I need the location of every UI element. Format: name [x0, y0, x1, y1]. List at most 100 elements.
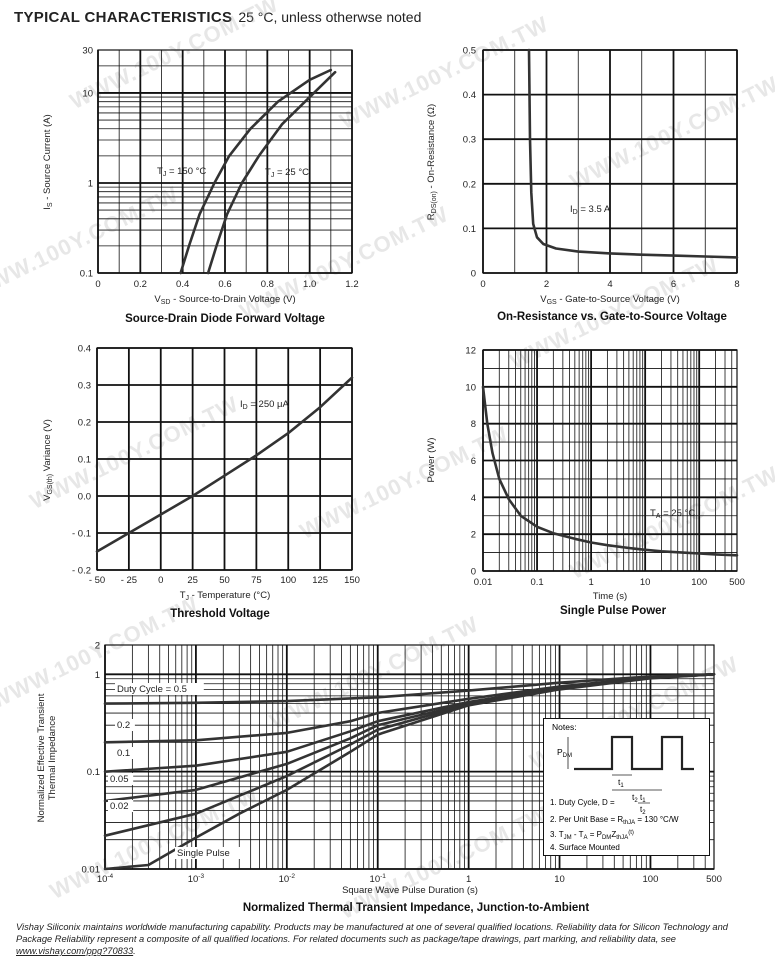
c1-chart-title: Source-Drain Diode Forward Voltage: [125, 313, 325, 325]
c3-xtick-label: 100: [280, 575, 296, 586]
c3-xtick-label: 150: [344, 575, 360, 586]
c1-series-label-150c: TJ = 150 °C: [157, 166, 206, 178]
c5-xtick-label: 10-4: [97, 873, 114, 885]
c4-xtick-label: 100: [691, 577, 707, 588]
c5-series-label-bg: [115, 719, 135, 731]
t2-label: t2: [632, 792, 638, 804]
c2-ytick-label: 0.2: [463, 179, 476, 190]
footer-disclaimer: Vishay Siliconix maintains worldwide man…: [16, 921, 758, 957]
c4-xtick-label: 500: [729, 577, 745, 588]
c5-series-label-bg: [108, 773, 134, 785]
c2-ytick-label: 0: [471, 269, 476, 280]
note-1: 1. Duty Cycle, D =: [550, 798, 615, 807]
c1-series-label-25c: TJ = 25 °C: [265, 167, 309, 179]
c3-xtick-label: 0: [158, 575, 163, 586]
footer-link[interactable]: www.vishay.com/ppg?70833: [16, 946, 134, 956]
c2-xtick-label: 0: [480, 279, 485, 290]
c5-series-label-bg: [175, 847, 243, 859]
c3-xtick-label: 50: [219, 575, 230, 586]
c1-ytick-label: 10: [82, 88, 93, 99]
c3-ytick-label: 0.4: [78, 344, 91, 355]
note-4: 4. Surface Mounted: [550, 843, 620, 852]
c3-ytick-label: 0.2: [78, 418, 91, 429]
section-subtitle: 25 °C, unless otherwse noted: [238, 9, 422, 25]
c5-xtick-label: 10: [554, 874, 565, 885]
c3-x-axis-label: TJ - Temperature (°C): [180, 590, 271, 602]
c4-ytick-label: 4: [471, 493, 476, 504]
note-2: 2. Per Unit Base = RthJA = 130 °C/W: [550, 815, 679, 826]
c5-series-label-bg: [115, 747, 135, 759]
c5-series-label: 0.02: [110, 801, 129, 812]
note-3: 3. TJM - TA = PDMZthJA(t): [550, 830, 634, 841]
c5-xtick-label: 10-3: [188, 873, 205, 885]
c3-ytick-label: - 0.1: [72, 529, 91, 540]
c3-chart-title: Threshold Voltage: [170, 608, 269, 620]
c2-xtick-label: 4: [607, 279, 612, 290]
c4-x-axis-label: Time (s): [593, 591, 627, 602]
section-title: TYPICAL CHARACTERISTICS: [14, 9, 233, 26]
c2-y-axis-label: RDS(on) - On-Resistance (Ω): [426, 104, 438, 220]
c3-xtick-label: - 25: [121, 575, 137, 586]
c2-frame: [482, 49, 738, 274]
c4-xtick-label: 0.1: [530, 577, 543, 588]
c1-xtick-label: 0.8: [261, 279, 274, 290]
c3-frame: [96, 347, 353, 571]
c2-ytick-label: 0.4: [463, 90, 476, 101]
c5-xtick-label: 10-1: [370, 873, 387, 885]
c1-ytick-label: 30: [82, 46, 93, 57]
c5-ytick-label: 1: [95, 670, 100, 681]
c5-xtick-label: 500: [706, 874, 722, 885]
c5-x-axis-label: Square Wave Pulse Duration (s): [342, 885, 478, 896]
c3-xtick-label: 75: [251, 575, 262, 586]
c4-xtick-label: 0.01: [474, 577, 493, 588]
c2-chart-title: On-Resistance vs. Gate-to-Source Voltage: [497, 311, 727, 323]
notes-box: Notes: PDM t1 t2 1. Duty Cycle, D = t1 t…: [543, 718, 710, 856]
c4-series-0: [481, 385, 739, 557]
footer-text: Vishay Siliconix maintains worldwide man…: [16, 922, 728, 944]
c2-annotation: ID = 3.5 A: [570, 204, 611, 216]
c5-series-label-bg: [115, 683, 204, 695]
c3-xtick-label: - 50: [89, 575, 105, 586]
c4-ytick-label: 8: [471, 419, 476, 430]
c2-xtick-label: 6: [671, 279, 676, 290]
note-1-denominator: t2: [640, 805, 646, 816]
c4-y-axis-label: Power (W): [426, 438, 437, 483]
c4-xtick-label: 1: [588, 577, 593, 588]
c1-x-axis-label: VSD - Source-to-Drain Voltage (V): [154, 294, 295, 306]
c5-series-label: Duty Cycle = 0.5: [117, 684, 187, 695]
c1-xtick-label: 0: [95, 279, 100, 290]
c4-ytick-label: 10: [465, 382, 476, 393]
c1-y-axis-label: IS - Source Current (A): [42, 114, 54, 209]
c3-annotation: ID = 250 μA: [240, 399, 289, 411]
c1-series-0: [179, 68, 333, 275]
c2-x-axis-label: VGS - Gate-to-Source Voltage (V): [540, 294, 680, 306]
c2-ytick-label: 0.5: [463, 46, 476, 57]
c5-series-0: [103, 673, 716, 705]
pdm-label: PDM: [557, 747, 572, 759]
t1-label: t1: [618, 777, 624, 789]
c3-y-axis-label: VGS(th) Variance (V): [42, 419, 54, 501]
c3-ytick-label: - 0.2: [72, 566, 91, 577]
c5-y-axis-label: Normalized Effective Transient: [36, 693, 47, 822]
c4-ytick-label: 2: [471, 530, 476, 541]
c3-ytick-label: 0.3: [78, 381, 91, 392]
c3-xtick-label: 125: [312, 575, 328, 586]
c1-xtick-label: 0.4: [176, 279, 189, 290]
pulse-waveform: [574, 735, 694, 771]
c2-ytick-label: 0.1: [463, 224, 476, 235]
c5-series-label: Single Pulse: [177, 848, 230, 859]
c5-xtick-label: 1: [466, 874, 471, 885]
section-header: TYPICAL CHARACTERISTICS 25 °C, unless oth…: [14, 9, 421, 26]
c1-xtick-label: 1.0: [303, 279, 316, 290]
c5-y-axis-label-2: Thermal Impedance: [47, 716, 58, 800]
c4-xtick-label: 10: [640, 577, 651, 588]
c1-xtick-label: 0.2: [134, 279, 147, 290]
c3-ytick-label: 0.1: [78, 455, 91, 466]
c1-series-1: [206, 70, 337, 275]
c5-ytick-label: 0.1: [87, 767, 100, 778]
c1-ytick-label: 0.1: [80, 269, 93, 280]
notes-pulse-diagram: Notes: PDM t1 t2 1. Duty Cycle, D = t1 t…: [550, 722, 694, 852]
c5-ytick-label: 0.01: [82, 865, 101, 876]
c1-xtick-label: 0.6: [218, 279, 231, 290]
